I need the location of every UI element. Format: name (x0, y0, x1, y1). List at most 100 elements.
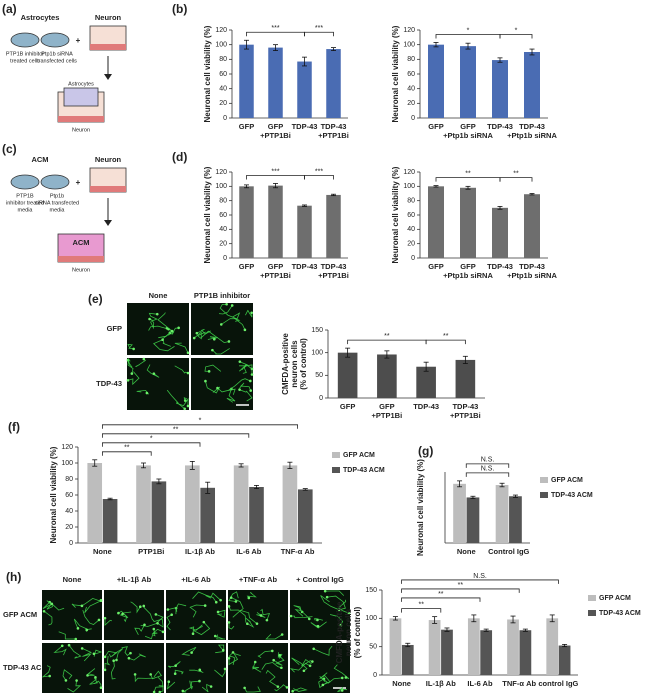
dish (40, 174, 70, 190)
cell-body (145, 391, 149, 395)
cell-body (198, 679, 201, 683)
y-tick-label: 80 (219, 198, 227, 205)
neurite (119, 611, 132, 619)
y-tick-label: 20 (219, 100, 227, 107)
column-label: +TNF-α Ab (239, 575, 278, 584)
cell-body (207, 370, 211, 373)
label: siRNA transfected (35, 200, 79, 206)
significance-label: N.S. (481, 466, 495, 473)
error-bar (549, 614, 555, 623)
cell-body (152, 627, 156, 631)
cell-body (170, 329, 174, 333)
error-bar (302, 56, 307, 67)
neurite (62, 669, 73, 681)
panel-label: (b) (172, 2, 187, 16)
bar (326, 49, 341, 118)
cell-body (214, 600, 218, 604)
cell-body (339, 623, 343, 627)
plus: + (76, 36, 81, 45)
x-tick-label: +Ptp1b siRNA (443, 271, 493, 280)
micrograph (166, 590, 226, 640)
error-bar (423, 361, 429, 372)
cell-body (117, 611, 120, 615)
plus: + (76, 178, 81, 187)
neurite (257, 650, 273, 659)
neurite (104, 618, 113, 627)
bar (297, 205, 312, 258)
cell-body (156, 621, 159, 625)
cell-body (173, 672, 177, 676)
cell-body (302, 669, 306, 673)
significance-bracket (246, 175, 305, 180)
bar (297, 489, 313, 543)
bar (377, 354, 397, 398)
neuron-layer (90, 44, 126, 50)
y-tick-label: 40 (407, 226, 415, 233)
y-tick-label: 100 (311, 350, 323, 357)
y-tick-label: 50 (369, 644, 377, 651)
significance-bracket (102, 424, 298, 429)
cell-body (130, 372, 134, 375)
cell-body (158, 690, 162, 694)
x-tick-label: +Ptp1b siRNA (507, 271, 557, 280)
x-tick-label: TDP-43 (321, 122, 347, 131)
cell-body (316, 618, 319, 622)
neurite (192, 591, 217, 603)
neurite (228, 378, 251, 391)
y-tick-label: 20 (65, 524, 73, 531)
error-bar (499, 482, 505, 488)
significance-bracket (102, 451, 152, 456)
neurite (174, 669, 184, 675)
error-bar (529, 193, 535, 196)
cell-body (307, 617, 311, 621)
column-label: PTP1B inhibitor (194, 291, 250, 300)
insert (63, 87, 99, 107)
label: Neuron (95, 155, 122, 164)
error-bar (302, 204, 307, 207)
row-label: TDP-43 ACM (3, 663, 48, 672)
significance-bracket (435, 34, 501, 39)
error-bar (465, 185, 471, 190)
neurite (289, 662, 311, 673)
neuron-layer (90, 186, 126, 192)
row-label: GFP ACM (3, 610, 37, 619)
error-bar (462, 355, 468, 364)
neurite (82, 648, 92, 662)
neurite (167, 661, 181, 669)
bar (428, 44, 444, 118)
legend-label: TDP-43 ACM (551, 492, 593, 499)
y-tick-label: 0 (69, 540, 73, 547)
neurite (134, 674, 156, 683)
neurite (190, 680, 200, 690)
cell-body (272, 658, 275, 662)
cell-body (198, 668, 202, 672)
x-tick-label: Control IgG (488, 547, 529, 556)
bar (87, 463, 103, 543)
label: ACM (72, 238, 89, 247)
x-tick-label: IL-6 Ab (236, 547, 262, 556)
cell-body (126, 379, 130, 382)
panel-label: (f) (8, 420, 20, 434)
neurite (252, 661, 262, 673)
cell-body (161, 630, 165, 634)
cell-body (219, 598, 222, 602)
legend-swatch (588, 610, 596, 616)
neurite (217, 387, 236, 395)
x-tick-label: TDP-43 (519, 262, 545, 271)
cell-body (99, 686, 103, 690)
cell-body (170, 613, 173, 617)
significance-label: ** (418, 601, 424, 608)
bar (268, 185, 283, 258)
cell-body (127, 656, 131, 660)
cell-body (50, 602, 54, 606)
significance-bracket (401, 588, 520, 593)
legend-swatch (588, 595, 596, 601)
neurite (189, 604, 206, 618)
neurite (110, 660, 116, 680)
cell-body (166, 608, 170, 611)
bar (239, 186, 254, 258)
significance-label: * (515, 27, 518, 34)
error-bar (444, 627, 450, 632)
cell-body (212, 337, 216, 341)
cell-body (216, 610, 220, 614)
